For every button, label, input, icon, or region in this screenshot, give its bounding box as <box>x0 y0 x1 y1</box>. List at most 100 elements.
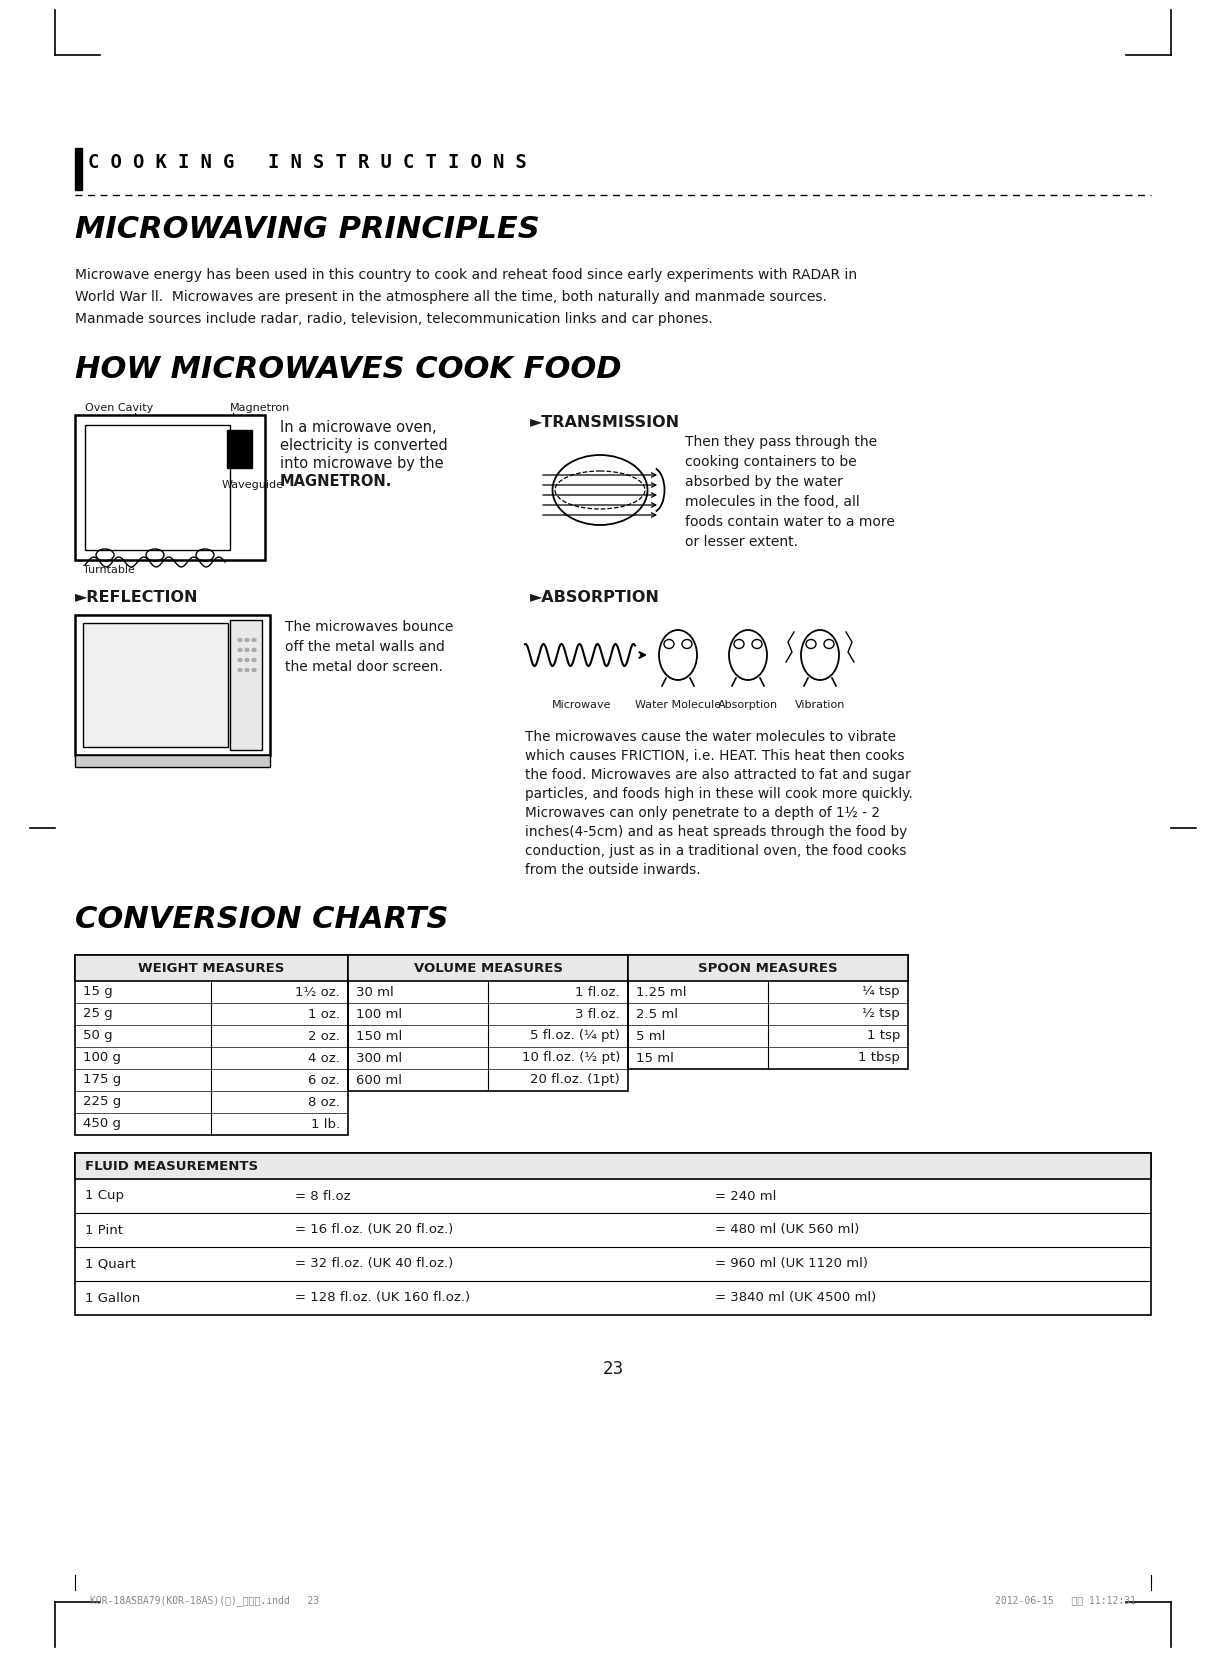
Text: = 128 fl.oz. (UK 160 fl.oz.): = 128 fl.oz. (UK 160 fl.oz.) <box>295 1291 470 1304</box>
Text: 2.5 ml: 2.5 ml <box>636 1007 678 1021</box>
Text: CONVERSION CHARTS: CONVERSION CHARTS <box>75 905 449 935</box>
Bar <box>75 954 348 1135</box>
Text: the metal door screen.: the metal door screen. <box>284 659 443 674</box>
Bar <box>75 147 82 191</box>
Text: ►ABSORPTION: ►ABSORPTION <box>530 590 660 605</box>
Text: Turntable: Turntable <box>83 565 135 575</box>
Bar <box>85 424 230 550</box>
Text: ¼ tsp: ¼ tsp <box>862 986 900 999</box>
Ellipse shape <box>238 648 242 651</box>
Text: electricity is converted: electricity is converted <box>280 437 447 452</box>
Text: 10 fl.oz. (½ pt): 10 fl.oz. (½ pt) <box>521 1052 620 1064</box>
Text: 4 oz.: 4 oz. <box>308 1052 340 1064</box>
Text: 25 g: 25 g <box>83 1007 113 1021</box>
Text: 150 ml: 150 ml <box>356 1029 402 1042</box>
Text: 1 oz.: 1 oz. <box>308 1007 340 1021</box>
Text: ►TRANSMISSION: ►TRANSMISSION <box>530 414 680 431</box>
Text: 2012-06-15   오전 11:12:31: 2012-06-15 오전 11:12:31 <box>996 1596 1137 1606</box>
Text: 1.25 ml: 1.25 ml <box>636 986 687 999</box>
Text: 2 oz.: 2 oz. <box>308 1029 340 1042</box>
Text: = 8 fl.oz: = 8 fl.oz <box>295 1190 351 1203</box>
Text: Manmade sources include radar, radio, television, telecommunication links and ca: Manmade sources include radar, radio, te… <box>75 312 712 326</box>
Text: molecules in the food, all: molecules in the food, all <box>685 495 859 509</box>
Text: Oven Cavity: Oven Cavity <box>85 403 153 413</box>
Text: 600 ml: 600 ml <box>356 1074 402 1087</box>
Text: SPOON MEASURES: SPOON MEASURES <box>698 961 837 974</box>
Text: 1 lb.: 1 lb. <box>311 1117 340 1130</box>
Text: ►REFLECTION: ►REFLECTION <box>75 590 199 605</box>
Text: 100 ml: 100 ml <box>356 1007 402 1021</box>
Text: Absorption: Absorption <box>718 699 779 709</box>
Text: WEIGHT MEASURES: WEIGHT MEASURES <box>137 961 284 974</box>
Text: Microwave energy has been used in this country to cook and reheat food since ear: Microwave energy has been used in this c… <box>75 268 857 282</box>
Text: Then they pass through the: Then they pass through the <box>685 436 877 449</box>
Ellipse shape <box>253 648 256 651</box>
Text: 1½ oz.: 1½ oz. <box>295 986 340 999</box>
Bar <box>83 623 228 747</box>
Bar <box>75 1153 1151 1180</box>
Text: 3 fl.oz.: 3 fl.oz. <box>575 1007 620 1021</box>
Text: conduction, just as in a traditional oven, the food cooks: conduction, just as in a traditional ove… <box>525 843 906 858</box>
Text: ½ tsp: ½ tsp <box>862 1007 900 1021</box>
Bar <box>628 954 908 981</box>
Text: World War ll.  Microwaves are present in the atmosphere all the time, both natur: World War ll. Microwaves are present in … <box>75 290 826 303</box>
Text: The microwaves bounce: The microwaves bounce <box>284 620 454 635</box>
Bar <box>348 954 628 1090</box>
Text: 300 ml: 300 ml <box>356 1052 402 1064</box>
Text: 1 Gallon: 1 Gallon <box>85 1291 140 1304</box>
Text: 6 oz.: 6 oz. <box>308 1074 340 1087</box>
Ellipse shape <box>238 638 242 641</box>
Text: foods contain water to a more: foods contain water to a more <box>685 515 895 529</box>
Ellipse shape <box>245 648 249 651</box>
Text: 5 ml: 5 ml <box>636 1029 666 1042</box>
Ellipse shape <box>253 638 256 641</box>
Text: which causes FRICTION, i.e. HEAT. This heat then cooks: which causes FRICTION, i.e. HEAT. This h… <box>525 749 905 762</box>
Ellipse shape <box>245 658 249 661</box>
Text: absorbed by the water: absorbed by the water <box>685 476 843 489</box>
Bar <box>628 954 908 1069</box>
Text: MICROWAVING PRINCIPLES: MICROWAVING PRINCIPLES <box>75 215 539 244</box>
Text: 23: 23 <box>602 1360 624 1379</box>
Ellipse shape <box>238 668 242 671</box>
Text: 8 oz.: 8 oz. <box>308 1095 340 1109</box>
Bar <box>75 414 265 560</box>
Text: 100 g: 100 g <box>83 1052 121 1064</box>
Bar <box>230 620 262 751</box>
Ellipse shape <box>238 658 242 661</box>
Text: FLUID MEASUREMENTS: FLUID MEASUREMENTS <box>85 1160 259 1173</box>
Text: inches(4-5cm) and as heat spreads through the food by: inches(4-5cm) and as heat spreads throug… <box>525 825 907 838</box>
Text: 15 ml: 15 ml <box>636 1052 674 1064</box>
Ellipse shape <box>245 668 249 671</box>
Ellipse shape <box>253 668 256 671</box>
Text: off the metal walls and: off the metal walls and <box>284 640 445 655</box>
Bar <box>75 756 270 767</box>
Text: the food. Microwaves are also attracted to fat and sugar: the food. Microwaves are also attracted … <box>525 767 911 782</box>
Text: 15 g: 15 g <box>83 986 113 999</box>
Text: 30 ml: 30 ml <box>356 986 394 999</box>
Ellipse shape <box>245 638 249 641</box>
Text: 1 fl.oz.: 1 fl.oz. <box>575 986 620 999</box>
Text: = 16 fl.oz. (UK 20 fl.oz.): = 16 fl.oz. (UK 20 fl.oz.) <box>295 1223 454 1236</box>
Text: 1 Quart: 1 Quart <box>85 1258 136 1271</box>
Text: = 240 ml: = 240 ml <box>715 1190 776 1203</box>
Bar <box>75 615 270 756</box>
Text: 5 fl.oz. (¼ pt): 5 fl.oz. (¼ pt) <box>530 1029 620 1042</box>
Text: VOLUME MEASURES: VOLUME MEASURES <box>413 961 563 974</box>
Text: 450 g: 450 g <box>83 1117 121 1130</box>
Text: into microwave by the: into microwave by the <box>280 456 444 471</box>
Text: Magnetron: Magnetron <box>230 403 291 413</box>
Text: C O O K I N G   I N S T R U C T I O N S: C O O K I N G I N S T R U C T I O N S <box>88 152 527 172</box>
Text: 175 g: 175 g <box>83 1074 121 1087</box>
Bar <box>75 1153 1151 1316</box>
Text: MAGNETRON.: MAGNETRON. <box>280 474 392 489</box>
Text: = 480 ml (UK 560 ml): = 480 ml (UK 560 ml) <box>715 1223 859 1236</box>
Text: 225 g: 225 g <box>83 1095 121 1109</box>
Text: The microwaves cause the water molecules to vibrate: The microwaves cause the water molecules… <box>525 731 896 744</box>
Text: HOW MICROWAVES COOK FOOD: HOW MICROWAVES COOK FOOD <box>75 355 622 384</box>
Text: Microwave: Microwave <box>552 699 612 709</box>
Text: particles, and foods high in these will cook more quickly.: particles, and foods high in these will … <box>525 787 912 800</box>
Text: = 3840 ml (UK 4500 ml): = 3840 ml (UK 4500 ml) <box>715 1291 877 1304</box>
Text: 1 tbsp: 1 tbsp <box>858 1052 900 1064</box>
Text: cooking containers to be: cooking containers to be <box>685 456 857 469</box>
Bar <box>75 954 348 981</box>
